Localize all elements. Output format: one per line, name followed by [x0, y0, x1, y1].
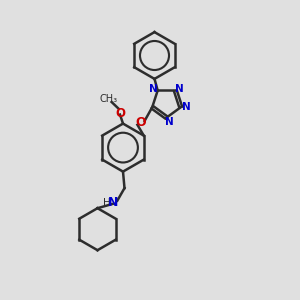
- Text: CH₃: CH₃: [100, 94, 118, 104]
- Text: N: N: [149, 84, 158, 94]
- Text: O: O: [136, 116, 146, 129]
- Text: H: H: [103, 197, 110, 208]
- Text: N: N: [182, 102, 191, 112]
- Text: N: N: [108, 196, 118, 209]
- Text: N: N: [176, 84, 184, 94]
- Text: O: O: [115, 107, 125, 120]
- Text: N: N: [165, 117, 174, 127]
